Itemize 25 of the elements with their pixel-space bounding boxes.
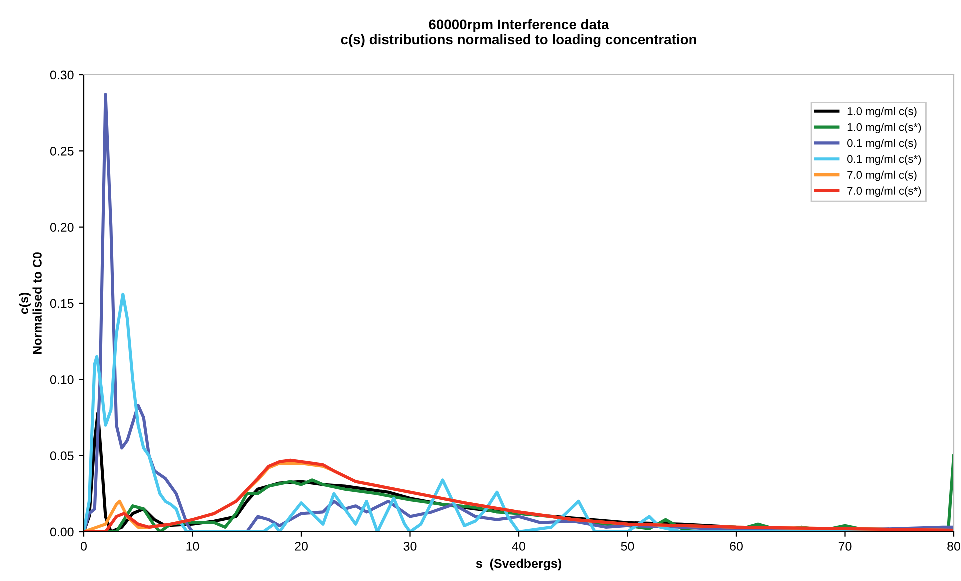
x-tick-label: 60	[730, 542, 743, 551]
legend-label: 0.1 mg/ml c(s*)	[848, 154, 922, 166]
y-tick-label: 0.00	[50, 528, 74, 537]
x-tick-label: 20	[295, 542, 308, 551]
legend-label: 1.0 mg/ml c(s)	[848, 107, 917, 118]
legend-label: 0.1 mg/ml c(s)	[848, 139, 917, 150]
y-tick-label: 0.15	[50, 299, 74, 308]
x-tick-label: 0	[81, 542, 87, 551]
x-tick-label: 70	[838, 542, 852, 551]
y-tick-label: 0.20	[50, 223, 74, 232]
x-axis-title: s (Svedbergs)	[476, 558, 562, 571]
x-tick-label: 30	[404, 542, 417, 551]
y-tick-label: 0.25	[50, 146, 74, 156]
legend-label: 7.0 mg/ml c(s*)	[848, 186, 922, 198]
y-tick-label: 0.10	[50, 375, 74, 384]
chart-title: 60000rpm Interference data c(s) distributions normalised to loading concentration	[341, 19, 696, 48]
x-tick-label: 50	[621, 542, 634, 551]
y-tick-label: 0.30	[50, 70, 74, 80]
y-axis-title: c(s) Normalised to C0	[19, 252, 42, 354]
x-tick-label: 10	[186, 542, 200, 551]
y-tick-label: 0.05	[50, 452, 74, 460]
x-tick-label: 40	[512, 542, 526, 551]
legend-label: 1.0 mg/ml c(s*)	[848, 123, 922, 134]
legend-label: 7.0 mg/ml c(s)	[848, 170, 917, 182]
x-tick-label: 80	[948, 542, 960, 551]
